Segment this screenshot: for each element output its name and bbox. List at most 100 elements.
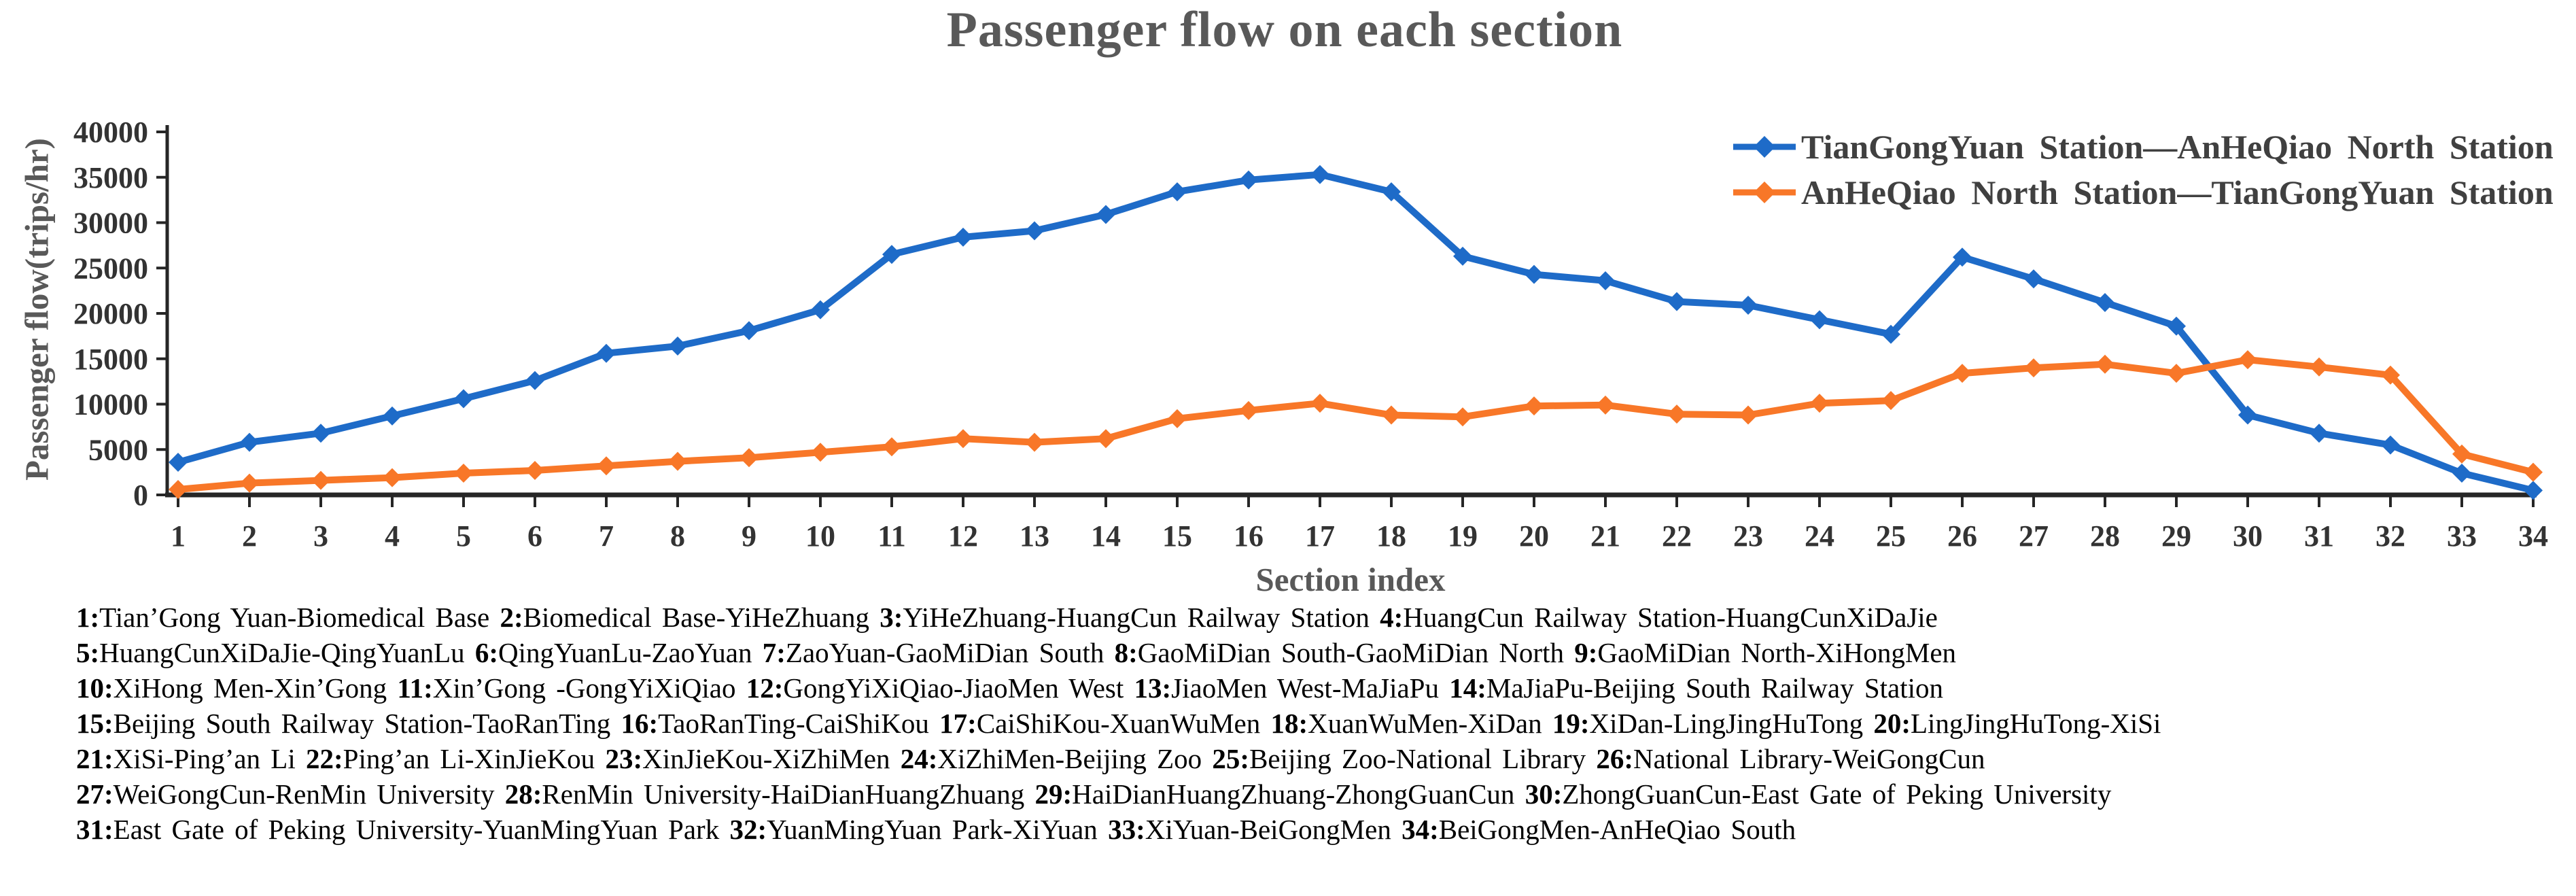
series-0-marker (2452, 463, 2471, 483)
series-1-marker (1667, 404, 1686, 424)
series-0-marker (1525, 264, 1544, 284)
footnote-line: 15:Beijing South Railway Station-TaoRanT… (76, 708, 2161, 739)
x-tick-label: 17 (1305, 519, 1335, 553)
footnote-line: 27:WeiGongCun-RenMin University 28:RenMi… (76, 778, 2112, 810)
x-tick-label: 15 (1162, 519, 1192, 553)
series-1-marker (2452, 444, 2471, 464)
series-1-marker (668, 451, 687, 471)
x-tick-label: 34 (2518, 519, 2548, 553)
series-0-marker (1953, 247, 1972, 267)
x-tick-label: 33 (2447, 519, 2477, 553)
series-0-marker (525, 371, 544, 390)
series-1-marker (383, 468, 402, 487)
series-1-marker (1382, 405, 1401, 425)
y-tick-label: 20000 (73, 297, 148, 330)
x-tick-label: 20 (1519, 519, 1549, 553)
series-1-marker (739, 448, 759, 468)
x-tick-label: 27 (2019, 519, 2049, 553)
series-0-marker (169, 452, 188, 472)
x-tick-label: 19 (1448, 519, 1478, 553)
series-0-marker (668, 337, 687, 356)
series-0-marker (2095, 292, 2114, 312)
series-1-marker (1025, 432, 1044, 452)
x-tick-label: 7 (599, 519, 614, 553)
series-0-marker (2024, 269, 2043, 289)
y-tick-label: 5000 (88, 433, 148, 466)
series-1-marker (2167, 364, 2186, 383)
legend-item-1: AnHeQiao North Station—TianGongYuan Stat… (1730, 169, 2554, 215)
legend-item-0: TianGongYuan Station—AnHeQiao North Stat… (1730, 124, 2554, 169)
series-1-marker (1168, 409, 1187, 428)
series-1-marker (1596, 395, 1615, 415)
y-tick-label: 35000 (73, 161, 148, 194)
x-tick-label: 16 (1234, 519, 1264, 553)
series-1-marker (811, 443, 830, 462)
x-tick-label: 22 (1662, 519, 1692, 553)
series-1-marker (2024, 358, 2043, 378)
series-1-marker (1096, 429, 1115, 449)
series-1-marker (1239, 400, 1258, 420)
y-tick-label: 25000 (73, 252, 148, 285)
y-tick-label: 30000 (73, 207, 148, 240)
footnote-line: 1:Tian’Gong Yuan-Biomedical Base 2:Biome… (76, 602, 1938, 633)
series-1-marker (2238, 350, 2257, 370)
series-0-marker (454, 389, 473, 409)
series-1-marker (2310, 357, 2329, 377)
series-1-marker (240, 473, 259, 493)
series-0-marker (597, 343, 616, 363)
x-tick-label: 13 (1020, 519, 1049, 553)
y-tick-label: 10000 (73, 388, 148, 421)
series-1-marker (1525, 396, 1544, 416)
series-1-marker (1953, 364, 1972, 383)
series-0-marker (1096, 205, 1115, 224)
series-0-line (175, 171, 2537, 494)
series-0-marker (1810, 310, 1829, 330)
x-tick-label: 31 (2304, 519, 2334, 553)
series-0-marker (1382, 182, 1401, 202)
series-1-marker (597, 456, 616, 476)
series-1-marker (1739, 405, 1758, 425)
series-1-marker (2381, 365, 2400, 385)
series-0-marker (811, 300, 830, 320)
footnote-line: 10:XiHong Men-Xin’Gong 11:Xin’Gong -Gong… (76, 672, 1944, 704)
line-chart: 0 5000 10000 15000 20000 25000 30000 35000 40000… (73, 116, 2548, 553)
series-0-marker (954, 227, 973, 247)
series-0-marker (311, 424, 330, 443)
x-tick-label: 6 (527, 519, 542, 553)
x-tick-label: 11 (877, 519, 906, 553)
series-1-marker (2524, 462, 2543, 482)
series-0-marker (739, 321, 759, 341)
x-tick-label: 12 (948, 519, 978, 553)
series-1-line (175, 356, 2537, 493)
y-axis-label: Passenger flow(trips/hr) (18, 138, 56, 481)
x-tick-label: 23 (1733, 519, 1763, 553)
series-1-marker (1881, 391, 1900, 411)
x-tick-label: 21 (1590, 519, 1620, 553)
series-0-marker (1239, 170, 1258, 190)
x-tick-label: 4 (385, 519, 400, 553)
series-1-marker (1810, 394, 1829, 413)
legend-marker-blue-icon (1733, 135, 1796, 158)
x-tick-label: 2 (242, 519, 257, 553)
series-0-marker (1739, 295, 1758, 315)
series-1-marker (169, 479, 188, 499)
legend-label-0: TianGongYuan Station—AnHeQiao North Stat… (1801, 127, 2554, 166)
x-tick-label: 28 (2090, 519, 2120, 553)
x-tick-label: 30 (2233, 519, 2263, 553)
x-tick-label: 3 (313, 519, 328, 553)
y-tick-label: 0 (133, 479, 148, 512)
series-0-marker (882, 245, 901, 264)
legend: TianGongYuan Station—AnHeQiao North Stat… (1730, 124, 2554, 215)
series-0-marker (383, 406, 402, 426)
series-0-marker (1310, 165, 1329, 184)
series-0-marker (1025, 221, 1044, 241)
y-tick-label: 15000 (73, 343, 148, 376)
series-1-marker (525, 460, 544, 480)
series-0-marker (1453, 246, 1472, 266)
x-tick-label: 1 (171, 519, 186, 553)
series-0-marker (2310, 424, 2329, 443)
x-tick-label: 14 (1091, 519, 1121, 553)
x-tick-label: 9 (742, 519, 756, 553)
x-tick-label: 5 (456, 519, 471, 553)
